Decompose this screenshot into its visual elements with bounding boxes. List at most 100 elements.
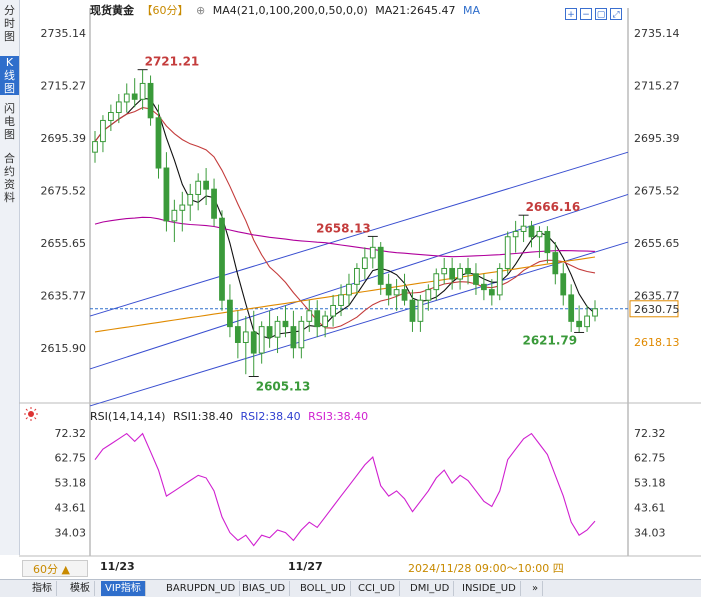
candle-body[interactable]: [203, 180, 209, 190]
candle-body[interactable]: [92, 141, 98, 153]
candle-body[interactable]: [282, 320, 289, 328]
rsi-line: [94, 432, 596, 547]
candle-body[interactable]: [457, 267, 463, 280]
candle-body[interactable]: [584, 315, 590, 328]
candle-body[interactable]: [576, 320, 583, 328]
zoom-out-icon[interactable]: −: [580, 8, 592, 20]
candle-body[interactable]: [100, 119, 106, 143]
candle-body[interactable]: [504, 236, 511, 269]
candle-body[interactable]: [211, 188, 217, 219]
candle-body[interactable]: [298, 320, 305, 349]
period-tag[interactable]: 【60分】: [141, 4, 189, 17]
annotation-mid_high: 2658.13: [316, 221, 371, 235]
zoom-in-icon[interactable]: +: [565, 8, 577, 20]
candle-body[interactable]: [441, 267, 448, 275]
candle-body[interactable]: [401, 289, 408, 301]
candle-body[interactable]: [147, 82, 154, 119]
candle-body[interactable]: [107, 112, 114, 121]
ma21-value: MA21:2645.47: [375, 4, 456, 17]
bottom-tab-6[interactable]: CCI_UD: [354, 581, 400, 596]
candle-body[interactable]: [568, 294, 575, 322]
candle-body[interactable]: [361, 257, 368, 269]
candle-body[interactable]: [266, 326, 273, 338]
candle-body[interactable]: [139, 82, 146, 100]
candle-body[interactable]: [433, 273, 440, 291]
candle-body[interactable]: [346, 283, 352, 296]
candle-body[interactable]: [163, 167, 170, 222]
lowest-price-text: 2618.13: [634, 336, 680, 349]
candle-body[interactable]: [115, 101, 122, 114]
candle-body[interactable]: [449, 267, 456, 280]
bottom-tab-5[interactable]: BOLL_UD: [296, 581, 351, 596]
candle-body[interactable]: [488, 289, 495, 296]
candle-body[interactable]: [250, 331, 257, 354]
candle-body[interactable]: [155, 117, 162, 169]
candle-body[interactable]: [179, 204, 186, 211]
current-price-text: 2630.75: [634, 303, 680, 316]
bottom-tab-0[interactable]: 指标: [28, 581, 57, 596]
candle-body[interactable]: [481, 283, 487, 291]
candle-body[interactable]: [592, 308, 598, 317]
candle-body[interactable]: [242, 331, 249, 343]
candle-body[interactable]: [187, 193, 194, 206]
bottom-tab-3[interactable]: BARUPDN_UD: [162, 581, 241, 596]
candle-body[interactable]: [306, 310, 313, 322]
left-tab-2[interactable]: 闪电图: [4, 102, 15, 141]
candle-body[interactable]: [314, 310, 321, 328]
rsi3-value: RSI3:38.40: [308, 410, 369, 423]
left-tab-0[interactable]: 分时图: [4, 4, 15, 43]
fit-icon[interactable]: ▢: [595, 8, 607, 20]
candle-body[interactable]: [171, 209, 178, 222]
gear-icon[interactable]: ⊕: [196, 4, 206, 17]
candle-body[interactable]: [465, 267, 471, 275]
candle-body[interactable]: [322, 315, 329, 328]
sun-icon[interactable]: [24, 407, 38, 421]
candle-body[interactable]: [473, 273, 479, 285]
candle-body[interactable]: [385, 283, 392, 296]
candle-body[interactable]: [552, 252, 559, 275]
candle-body[interactable]: [131, 93, 138, 100]
candle-body[interactable]: [544, 230, 551, 254]
price-chart[interactable]: 2735.14 2735.14 2715.27 2715.27 2695.39 2695.…: [0, 0, 701, 579]
ma-params[interactable]: MA4(21,0,100,200,0,50,0,0): [212, 4, 368, 17]
bottom-tab-2[interactable]: VIP指标: [101, 581, 146, 596]
fullscreen-icon[interactable]: ⤢: [610, 8, 622, 20]
ma-label[interactable]: MA: [463, 4, 481, 17]
candle-body[interactable]: [354, 267, 360, 285]
candle-body[interactable]: [425, 289, 432, 301]
candle-body[interactable]: [258, 326, 265, 354]
ma-orange-line: [94, 256, 596, 333]
candle-body[interactable]: [195, 180, 202, 195]
candle-body[interactable]: [512, 230, 519, 238]
candle-body[interactable]: [338, 294, 344, 306]
annotation-high_left: 2721.21: [145, 55, 200, 69]
bottom-tab-4[interactable]: BIAS_UD: [238, 581, 291, 596]
left-tab-3[interactable]: 合约资料: [4, 152, 15, 204]
rsi-params[interactable]: RSI(14,14,14): [90, 410, 166, 423]
candle-body[interactable]: [234, 326, 241, 343]
candle-body[interactable]: [290, 326, 297, 349]
candle-body[interactable]: [123, 93, 130, 103]
candle-body[interactable]: [330, 304, 336, 317]
candle-body[interactable]: [393, 289, 400, 296]
candle-body[interactable]: [227, 299, 233, 328]
candle-body[interactable]: [219, 217, 225, 301]
price-tick-left: 2675.52: [41, 184, 87, 197]
candle-body[interactable]: [369, 246, 376, 259]
candle-body[interactable]: [274, 320, 281, 338]
price-tick-right: 2655.65: [634, 237, 680, 250]
candle-body[interactable]: [560, 273, 567, 296]
period-button[interactable]: 60分 ▲: [22, 560, 88, 577]
bottom-tab-1[interactable]: 模板: [66, 581, 95, 596]
bottom-tab-7[interactable]: DMI_UD: [406, 581, 455, 596]
candle-body[interactable]: [496, 267, 503, 296]
candle-body[interactable]: [409, 299, 416, 322]
candle-body[interactable]: [528, 225, 535, 238]
candle-body[interactable]: [417, 299, 424, 322]
bottom-tab-8[interactable]: INSIDE_UD: [458, 581, 521, 596]
candle-body[interactable]: [377, 246, 384, 285]
candle-body[interactable]: [520, 225, 527, 232]
candle-body[interactable]: [536, 230, 543, 238]
bottom-tab-9[interactable]: »: [528, 581, 544, 596]
